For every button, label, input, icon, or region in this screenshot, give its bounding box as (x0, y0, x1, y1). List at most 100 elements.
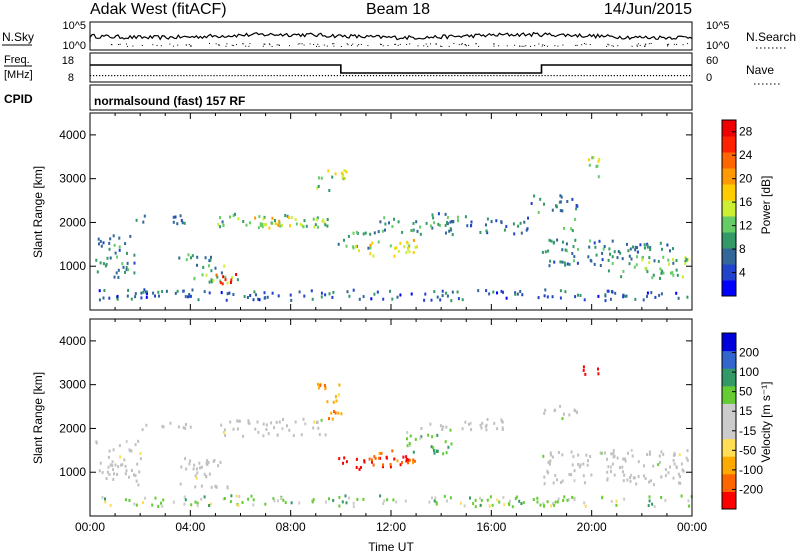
range-cell (142, 290, 145, 294)
range-cell (98, 242, 100, 246)
range-cell (262, 217, 265, 221)
range-cell (625, 294, 628, 298)
range-cell (337, 242, 340, 246)
range-cell (652, 464, 655, 468)
range-cell (206, 459, 209, 463)
range-cell (95, 258, 98, 262)
range-cell (486, 231, 489, 235)
range-cell (479, 496, 482, 500)
range-cell (444, 223, 447, 227)
range-cell (672, 247, 674, 251)
range-cell (271, 221, 274, 225)
range-cell (107, 465, 110, 469)
range-cell (139, 457, 142, 461)
range-cell (539, 503, 542, 507)
range-cell (223, 264, 226, 268)
range-cell (373, 231, 376, 235)
range-cell (126, 251, 128, 255)
range-cell (412, 221, 415, 225)
site-title: Adak West (fitACF) (90, 1, 227, 18)
range-cell (391, 449, 394, 453)
range-cell (470, 224, 472, 228)
range-cell (221, 220, 224, 224)
range-cell (617, 250, 620, 254)
colorbar-segment (722, 152, 736, 169)
range-cell (289, 224, 291, 228)
range-cell (445, 231, 447, 235)
x-tick-label: 04:00 (175, 520, 205, 534)
range-cell (628, 262, 631, 266)
range-cell (673, 453, 676, 457)
x-tick-label: 00:00 (75, 520, 105, 534)
range-cell (98, 469, 101, 473)
range-cell (343, 176, 346, 180)
range-cell (648, 450, 651, 454)
range-cell (255, 293, 257, 297)
range-cell (412, 228, 415, 232)
power-y-axis: 1000 2000 3000 4000 (59, 128, 692, 273)
range-cell (144, 496, 146, 500)
range-cell (401, 461, 403, 465)
range-cell (298, 501, 301, 505)
range-cell (399, 293, 402, 297)
range-cell (230, 278, 233, 282)
range-cell (102, 262, 105, 266)
range-cell (457, 219, 459, 223)
range-cell (687, 504, 690, 508)
range-cell (393, 254, 396, 258)
range-cell (145, 292, 148, 296)
range-cell (643, 474, 645, 478)
range-cell (488, 504, 491, 508)
range-cell (649, 248, 652, 251)
range-cell (479, 503, 482, 507)
range-cell (342, 173, 345, 177)
range-cell (231, 276, 233, 279)
range-cell (115, 271, 118, 275)
range-cell (479, 423, 482, 427)
range-cell (116, 255, 118, 259)
range-cell (253, 290, 256, 294)
range-cell (666, 243, 669, 247)
range-cell (144, 290, 147, 294)
range-cell (561, 417, 564, 421)
range-cell (404, 499, 407, 503)
range-cell (653, 505, 656, 509)
range-cell (562, 240, 564, 244)
range-cell (252, 503, 255, 507)
range-cell (176, 222, 179, 226)
range-cell (405, 459, 408, 463)
range-cell (539, 197, 542, 201)
range-cell (599, 451, 602, 455)
range-cell (108, 473, 111, 476)
range-cell (613, 473, 616, 477)
range-cell (396, 295, 399, 299)
range-cell (437, 222, 440, 226)
range-cell (572, 455, 575, 459)
range-cell (627, 249, 630, 253)
range-cell (681, 468, 684, 472)
range-cell (502, 496, 505, 500)
range-cell (523, 220, 526, 224)
range-cell (209, 502, 212, 506)
range-cell (277, 294, 280, 298)
range-cell (630, 473, 632, 477)
range-cell (237, 503, 240, 507)
range-cell (258, 215, 261, 219)
range-cell (219, 225, 222, 229)
range-cell (389, 465, 392, 469)
range-cell (238, 495, 241, 498)
range-cell (190, 503, 193, 507)
range-cell (187, 295, 189, 299)
range-cell (117, 465, 120, 469)
range-cell (637, 460, 640, 464)
range-cell (332, 290, 335, 294)
range-cell (326, 400, 329, 404)
range-cell (191, 254, 194, 258)
range-cell (157, 505, 160, 508)
range-cell (184, 295, 187, 299)
range-cell (643, 464, 645, 468)
range-cell (556, 478, 558, 482)
range-cell (583, 481, 586, 485)
range-cell (286, 214, 289, 218)
range-cell (254, 216, 257, 220)
